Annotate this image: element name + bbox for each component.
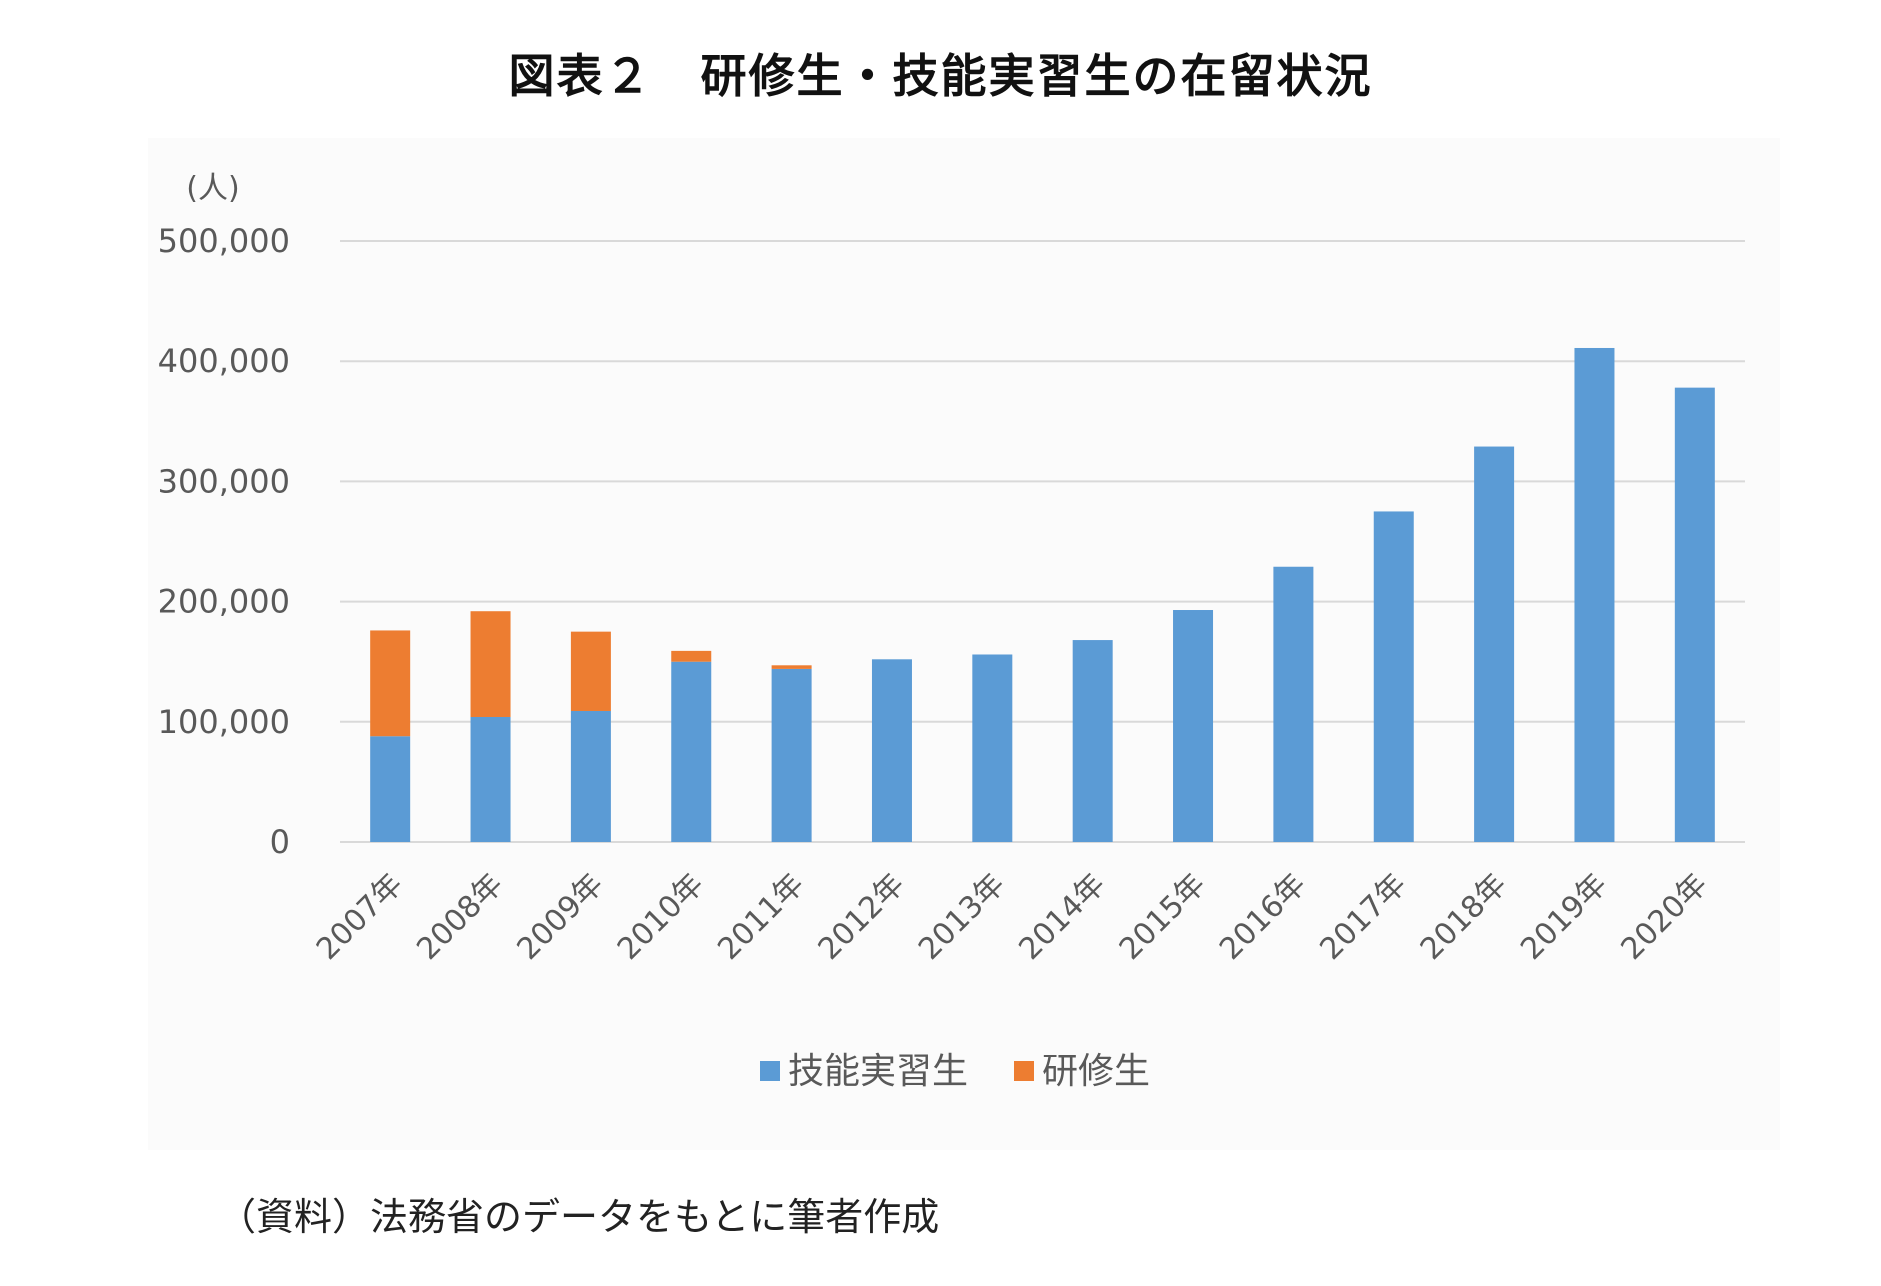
chart-title: 図表２ 研修生・技能実習生の在留状況 [508, 49, 1373, 103]
y-tick-label: 300,000 [158, 462, 290, 500]
y-tick-label: 400,000 [158, 342, 290, 380]
bar-technical-intern [1173, 610, 1214, 842]
x-tick-label: 2008年 [410, 867, 510, 967]
x-tick-label: 2017年 [1313, 867, 1413, 967]
bar-technical-intern [1072, 640, 1113, 842]
legend-label: 技能実習生 [788, 1051, 968, 1092]
y-tick-label: 500,000 [158, 222, 290, 260]
bar-trainee [370, 630, 411, 737]
bar-trainee [570, 631, 611, 711]
bar-trainee [671, 650, 712, 662]
legend: 技能実習生 研修生 [760, 1051, 1150, 1092]
x-tick-label: 2014年 [1012, 867, 1112, 967]
x-tick-label: 2010年 [611, 867, 711, 967]
bar-technical-intern [1373, 511, 1414, 842]
bar-technical-intern [871, 659, 912, 842]
bar-technical-intern [1574, 347, 1615, 842]
gridlines [340, 240, 1745, 843]
source-note: （資料）法務省のデータをもとに筆者作成 [218, 1195, 940, 1239]
legend-label: 研修生 [1042, 1051, 1150, 1092]
bar-technical-intern [671, 661, 712, 842]
x-tick-label: 2009年 [511, 867, 611, 967]
bar-technical-intern [1273, 566, 1314, 842]
bar-technical-intern [570, 710, 611, 842]
x-tick-label: 2007年 [310, 867, 410, 967]
x-tick-label: 2016年 [1213, 867, 1313, 967]
bars [370, 347, 1715, 842]
x-tick-label: 2020年 [1615, 867, 1715, 967]
bar-technical-intern [1674, 387, 1715, 842]
x-tick-label: 2019年 [1514, 867, 1614, 967]
x-axis-ticks: 2007年 2008年 2009年 2010年 2011年 2012年 2013年 2014年… [310, 867, 1715, 967]
legend-swatch [760, 1061, 780, 1081]
bar-technical-intern [370, 736, 411, 842]
y-tick-label: 200,000 [158, 583, 290, 621]
bar-technical-intern [470, 716, 511, 842]
x-tick-label: 2011年 [711, 867, 811, 967]
legend-swatch [1014, 1061, 1034, 1081]
x-tick-label: 2018年 [1414, 867, 1514, 967]
x-tick-label: 2013年 [912, 867, 1012, 967]
bar-trainee [470, 611, 511, 717]
bar-technical-intern [972, 654, 1013, 842]
bar-technical-intern [771, 668, 812, 842]
bar-technical-intern [1474, 446, 1515, 842]
y-axis-unit-label: (人) [186, 171, 239, 206]
y-tick-label: 0 [270, 823, 290, 861]
y-tick-label: 100,000 [158, 703, 290, 741]
bar-trainee [771, 665, 812, 669]
y-axis-ticks: 0 100,000 200,000 300,000 400,000 500,000 [158, 222, 290, 861]
x-tick-label: 2015年 [1113, 867, 1213, 967]
x-tick-label: 2012年 [812, 867, 912, 967]
